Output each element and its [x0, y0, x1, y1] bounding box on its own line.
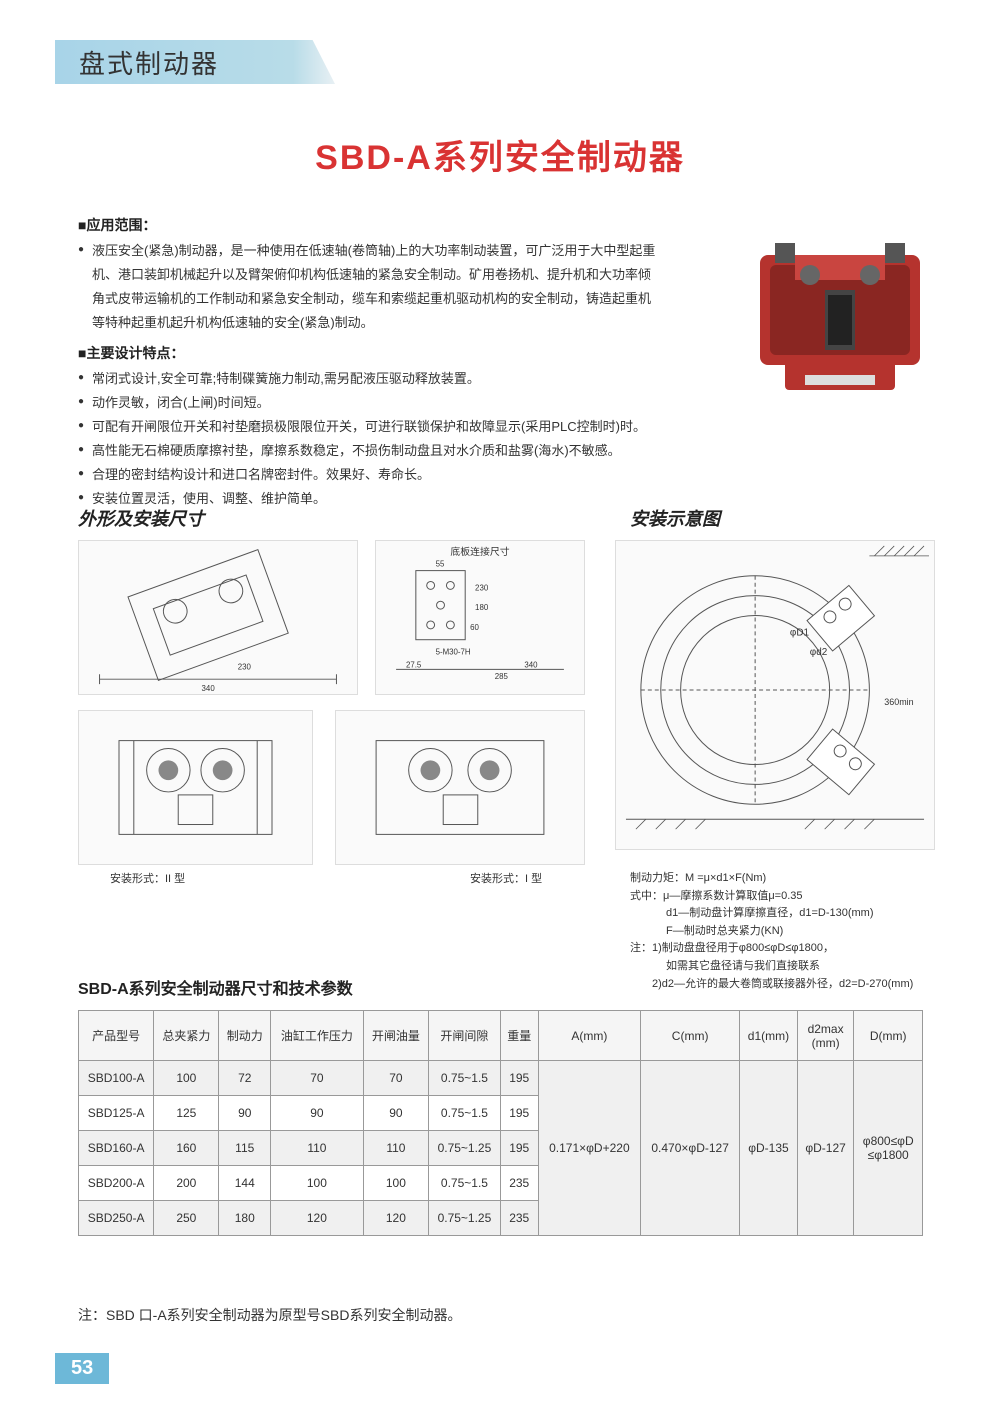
merged-cell: 0.171×φD+220	[538, 1061, 640, 1236]
table-header-row: 产品型号 总夹紧力 制动力 油缸工作压力 开闸油量 开闸间隙 重量 A(mm) …	[79, 1011, 923, 1061]
outline-heading: 外形及安装尺寸	[78, 505, 204, 531]
svg-text:27.5: 27.5	[406, 660, 422, 669]
svg-text:230: 230	[475, 583, 489, 592]
col-header: 制动力	[219, 1011, 271, 1061]
svg-text:230: 230	[238, 662, 252, 671]
merged-cell: 0.470×φD-127	[641, 1061, 740, 1236]
application-item: 液压安全(紧急)制动器，是一种使用在低速轴(卷筒轴)上的大功率制动装置，可广泛用…	[78, 239, 658, 335]
svg-text:180: 180	[475, 603, 489, 612]
col-header: A(mm)	[538, 1011, 640, 1061]
spec-table: 产品型号 总夹紧力 制动力 油缸工作压力 开闸油量 开闸间隙 重量 A(mm) …	[78, 1010, 923, 1236]
col-header: 开闸油量	[363, 1011, 428, 1061]
feature-item: 动作灵敏，闭合(上闸)时间短。	[78, 391, 658, 415]
formula-line: 如需其它盘径请与我们直接联系	[630, 958, 913, 976]
col-header: d1(mm)	[740, 1011, 798, 1061]
table-title: SBD-A系列安全制动器尺寸和技术参数	[78, 975, 353, 999]
svg-text:360min: 360min	[884, 697, 913, 707]
svg-text:φD1: φD1	[790, 627, 810, 638]
formula-line: d1—制动盘计算摩擦直径，d1=D-130(mm)	[630, 905, 913, 923]
category-tab: 盘式制动器	[55, 40, 335, 84]
svg-text:5-M30-7H: 5-M30-7H	[436, 648, 471, 657]
svg-text:55: 55	[436, 560, 445, 569]
application-label: ■应用范围：	[78, 215, 658, 235]
baseplate-label: 底板连接尺寸	[450, 545, 509, 558]
svg-text:φd2: φd2	[810, 647, 828, 658]
merged-cell: φD-135	[740, 1061, 798, 1236]
table-note: 注：SBD 口-A系列安全制动器为原型号SBD系列安全制动器。	[78, 1305, 461, 1325]
merged-cell: φ800≤φD ≤φ1800	[854, 1061, 923, 1236]
type1-label: 安装形式：I 型	[470, 870, 542, 886]
product-photo	[730, 225, 950, 415]
col-header: 产品型号	[79, 1011, 154, 1061]
features-label: ■主要设计特点：	[78, 343, 658, 363]
col-header: 重量	[500, 1011, 538, 1061]
feature-item: 高性能无石棉硬质摩擦衬垫，摩擦系数稳定，不损伤制动盘且对水介质和盐雾(海水)不敏…	[78, 439, 658, 463]
svg-text:340: 340	[524, 660, 538, 669]
col-header: d2max (mm)	[797, 1011, 854, 1061]
baseplate-diagram: 底板连接尺寸 5-M30-7H 27.5 285 340 230 180 55 …	[375, 540, 585, 695]
formula-line: 注：1)制动盘盘径用于φ800≤φD≤φ1800，	[630, 940, 913, 958]
table-row: SBD100-A 100 72 70 70 0.75~1.5 195 0.171…	[79, 1061, 923, 1096]
feature-item: 可配有开闸限位开关和衬垫磨损极限限位开关，可进行联锁保护和故障显示(采用PLC控…	[78, 415, 658, 439]
outline-diagram-top-left: 340 230	[78, 540, 358, 695]
col-header: D(mm)	[854, 1011, 923, 1061]
svg-text:285: 285	[495, 672, 509, 681]
formula-line: 制动力矩：M =μ×d1×F(Nm)	[630, 870, 913, 888]
feature-item: 合理的密封结构设计和进口名牌密封件。效果好、寿命长。	[78, 463, 658, 487]
install-heading: 安装示意图	[630, 505, 720, 531]
category-label: 盘式制动器	[79, 44, 219, 81]
formula-block: 制动力矩：M =μ×d1×F(Nm) 式中：μ—摩擦系数计算取值μ=0.35 d…	[630, 870, 913, 993]
formula-line: F—制动时总夹紧力(KN)	[630, 923, 913, 941]
formula-line: 2)d2—允许的最大卷筒或联接器外径，d2=D-270(mm)	[630, 976, 913, 994]
col-header: 总夹紧力	[154, 1011, 219, 1061]
svg-text:340: 340	[202, 684, 216, 693]
merged-cell: φD-127	[797, 1061, 854, 1236]
main-title: SBD-A系列安全制动器	[0, 130, 1000, 179]
col-header: C(mm)	[641, 1011, 740, 1061]
type2-diagram	[78, 710, 313, 865]
formula-line: 式中：μ—摩擦系数计算取值μ=0.35	[630, 888, 913, 906]
col-header: 油缸工作压力	[271, 1011, 364, 1061]
type2-label: 安装形式：II 型	[110, 870, 185, 886]
svg-text:60: 60	[470, 623, 479, 632]
page-number: 53	[55, 1353, 109, 1384]
feature-item: 常闭式设计,安全可靠;特制碟簧施力制动,需另配液压驱动释放装置。	[78, 367, 658, 391]
content-block: ■应用范围： 液压安全(紧急)制动器，是一种使用在低速轴(卷筒轴)上的大功率制动…	[78, 215, 658, 511]
col-header: 开闸间隙	[429, 1011, 501, 1061]
install-diagram: φD1 φd2 360min	[615, 540, 935, 850]
type1-diagram	[335, 710, 585, 865]
